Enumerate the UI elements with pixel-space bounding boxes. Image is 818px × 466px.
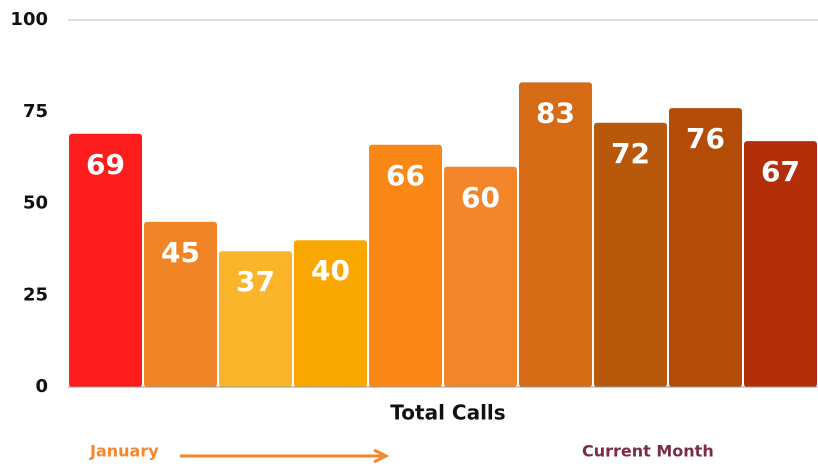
value-label: 76 [686,122,725,155]
bar [519,82,592,387]
value-label: 67 [761,155,800,188]
y-tick-label: 50 [23,193,48,214]
value-label: 60 [461,181,500,214]
value-label: 66 [386,159,425,192]
arrow-head [373,448,390,464]
annotation: Current Month [582,442,714,461]
y-tick-label: 100 [10,9,48,30]
value-label: 69 [86,148,125,181]
bar [219,251,292,387]
bar [294,240,367,387]
bar [69,133,142,387]
x-axis-label: Total Calls [390,401,505,425]
value-label: 40 [311,254,350,287]
annotation: January [89,442,159,461]
bar [369,144,442,387]
bar [144,221,217,387]
bar [744,141,817,387]
value-label: 45 [161,236,200,269]
value-label: 83 [536,96,575,129]
bar [594,122,667,387]
y-tick-label: 25 [23,284,48,305]
value-label: 72 [611,137,650,170]
value-label: 37 [236,265,275,298]
bar [444,166,517,387]
bar [669,108,742,387]
y-tick-label: 75 [23,101,48,122]
y-tick-label: 0 [35,376,48,397]
